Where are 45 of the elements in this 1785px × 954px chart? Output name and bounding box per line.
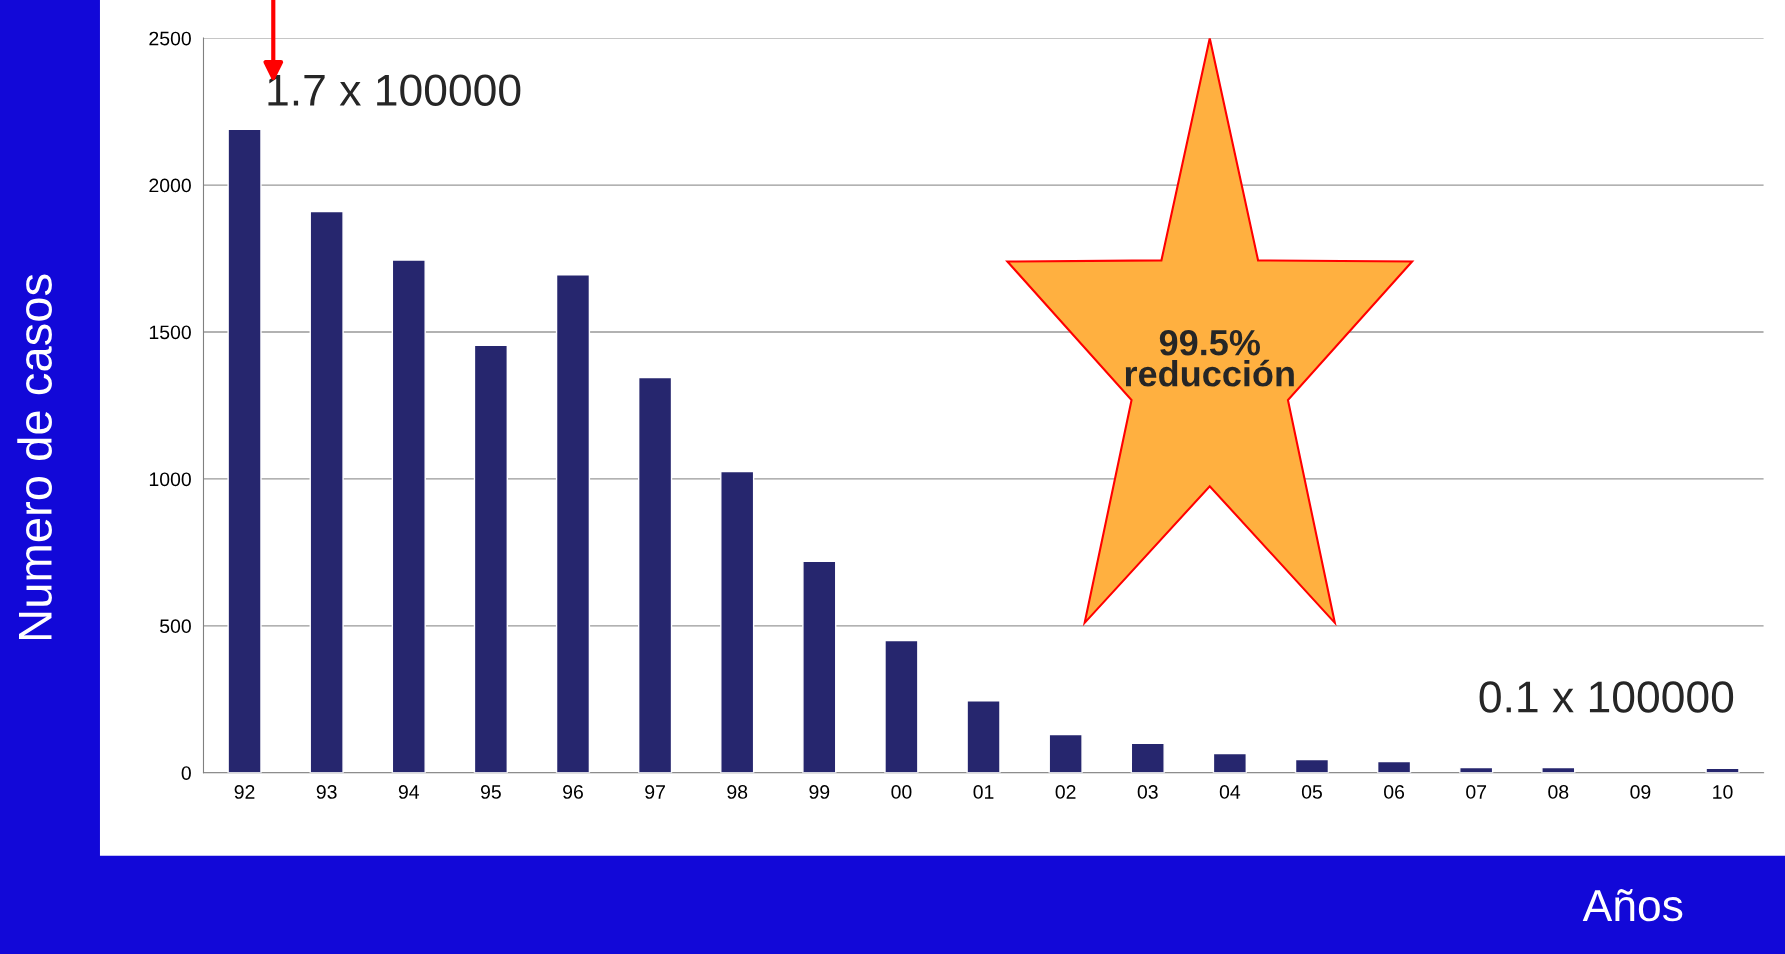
bar bbox=[1376, 760, 1412, 773]
bar bbox=[309, 210, 344, 773]
bar bbox=[1212, 752, 1247, 773]
y-tick-label: 1000 bbox=[149, 472, 191, 487]
y-tick-label: 500 bbox=[160, 619, 191, 634]
y-axis-title: Numero de casos bbox=[17, 274, 52, 640]
bar bbox=[391, 259, 426, 773]
bar bbox=[227, 128, 262, 773]
x-tick-label: 03 bbox=[1137, 785, 1158, 799]
bar bbox=[1294, 758, 1330, 773]
x-tick-label: 01 bbox=[973, 785, 994, 799]
x-tick-label: 07 bbox=[1466, 785, 1487, 799]
x-tick-label: 93 bbox=[316, 785, 337, 799]
annotation: 0.1 x 100000 bbox=[1479, 681, 1734, 713]
x-tick-label: 98 bbox=[727, 785, 748, 799]
x-tick-label: 02 bbox=[1055, 785, 1076, 799]
x-tick-label: 06 bbox=[1384, 785, 1405, 799]
x-tick-label: 09 bbox=[1630, 785, 1651, 799]
x-tick-label: 05 bbox=[1301, 785, 1322, 799]
x-tick-label: 95 bbox=[480, 785, 501, 799]
y-tick-label: 2000 bbox=[149, 178, 191, 193]
annotation: 99.5% reducción bbox=[1125, 329, 1294, 387]
x-tick-label: 10 bbox=[1713, 785, 1733, 799]
x-tick-label: 99 bbox=[809, 785, 830, 799]
bar bbox=[802, 560, 837, 773]
bar bbox=[637, 376, 673, 773]
bar bbox=[884, 639, 919, 773]
x-tick-label: 92 bbox=[234, 785, 255, 799]
x-tick-label: 96 bbox=[563, 785, 583, 799]
x-tick-label: 94 bbox=[398, 785, 420, 799]
bar bbox=[1048, 733, 1083, 773]
y-tick-label: 1500 bbox=[149, 325, 191, 340]
y-tick-label: 0 bbox=[181, 766, 191, 780]
x-tick-label: 08 bbox=[1548, 785, 1569, 799]
bar bbox=[473, 344, 508, 773]
bar bbox=[966, 700, 1001, 773]
x-axis-title: Años bbox=[1582, 889, 1683, 922]
x-tick-label: 00 bbox=[891, 785, 912, 799]
x-tick-label: 04 bbox=[1219, 785, 1241, 799]
bar bbox=[555, 273, 591, 773]
y-tick-label: 2500 bbox=[149, 31, 191, 46]
annotation: 1.7 x 100000 bbox=[268, 74, 521, 106]
bar bbox=[720, 470, 755, 773]
x-tick-label: 97 bbox=[645, 785, 665, 799]
bar bbox=[1130, 742, 1165, 773]
